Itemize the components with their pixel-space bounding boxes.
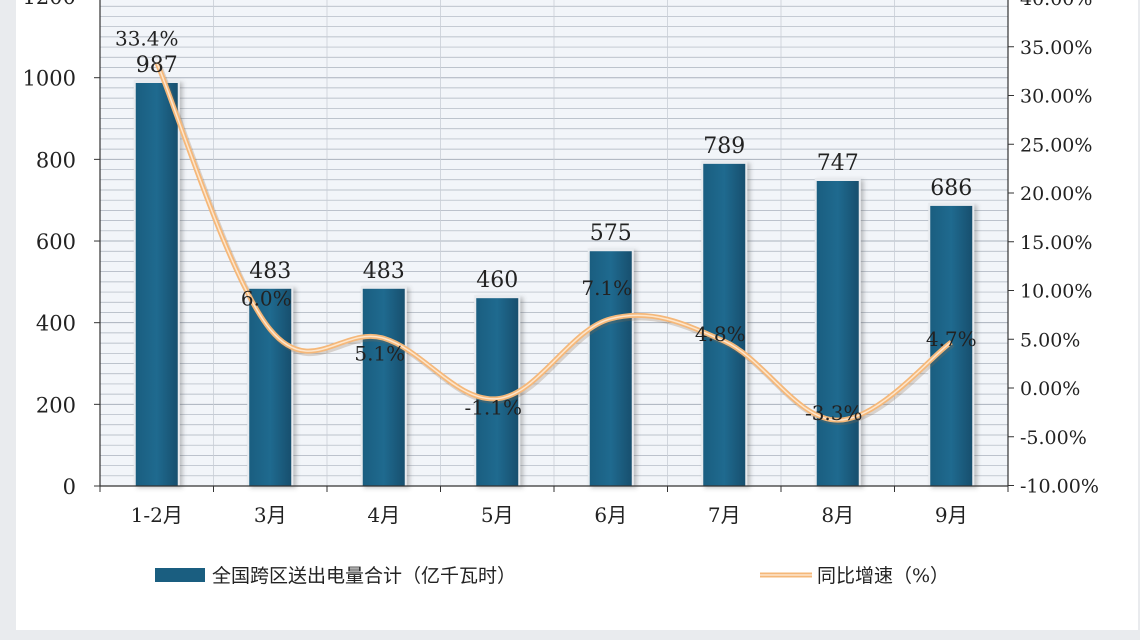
x-tick-label: 9月 xyxy=(935,503,968,527)
growth-value-label: 7.1% xyxy=(581,276,632,300)
bar-value-label: 987 xyxy=(136,53,178,78)
x-tick-label: 7月 xyxy=(708,503,741,527)
right-tick-label: 40.00% xyxy=(1020,0,1092,10)
bar-value-label: 483 xyxy=(363,259,405,284)
right-tick-label: -10.00% xyxy=(1020,476,1099,498)
bar xyxy=(816,180,859,487)
right-tick-label: 0.00% xyxy=(1020,378,1080,400)
left-tick-label: 400 xyxy=(36,312,76,336)
growth-value-label: 4.7% xyxy=(926,327,977,351)
bar xyxy=(362,288,405,486)
x-tick-label: 6月 xyxy=(594,503,627,527)
x-tick-label: 4月 xyxy=(367,503,400,527)
bar xyxy=(930,205,973,487)
right-axis-ticks: -10.00% -5.00% 0.00% 5.00% 10.00% 15.00% 20.00… xyxy=(1020,0,1099,498)
bar-value-label: 789 xyxy=(703,134,745,159)
bar xyxy=(589,251,632,486)
x-tick-label: 1-2月 xyxy=(131,503,183,527)
bar-series xyxy=(133,80,975,487)
axes xyxy=(94,0,1014,492)
x-tick-label: 5月 xyxy=(481,503,514,527)
bar xyxy=(249,288,292,486)
growth-line-highlight xyxy=(156,62,952,421)
right-tick-label: 5.00% xyxy=(1020,329,1080,351)
right-tick-label: -5.00% xyxy=(1020,427,1087,449)
line-series xyxy=(154,61,955,426)
data-labels: 987 483 483 460 575 789 747 686 33.4% 6.0% 5.1% -1.… xyxy=(115,26,977,425)
growth-value-label: 33.4% xyxy=(115,26,179,50)
x-tick-label: 3月 xyxy=(254,503,287,527)
left-tick-label: 0 xyxy=(63,475,76,499)
growth-value-label: 4.8% xyxy=(695,322,746,346)
bar xyxy=(476,298,519,486)
right-tick-label: 25.00% xyxy=(1020,134,1092,156)
bar-value-label: 483 xyxy=(249,259,291,284)
growth-value-label: -1.1% xyxy=(464,396,522,420)
left-tick-label: 800 xyxy=(36,148,76,172)
bar xyxy=(703,163,746,486)
legend-label-bar: 全国跨区送出电量合计（亿千瓦时） xyxy=(212,565,516,587)
left-tick-label: 1000 xyxy=(23,67,76,91)
x-tick-label: 8月 xyxy=(821,503,854,527)
growth-value-label: 6.0% xyxy=(241,287,292,311)
bar-value-label: 747 xyxy=(817,151,859,176)
bar-value-label: 686 xyxy=(930,176,972,201)
right-tick-label: 30.00% xyxy=(1020,86,1092,108)
legend-swatch-bar xyxy=(155,568,205,582)
x-axis-labels: 1-2月 3月 4月 5月 6月 7月 8月 9月 xyxy=(131,503,968,527)
left-tick-label: 1200 xyxy=(23,0,76,9)
left-tick-label: 200 xyxy=(36,393,76,417)
bar-value-label: 575 xyxy=(590,221,632,246)
right-tick-label: 15.00% xyxy=(1020,232,1092,254)
left-axis-ticks: 0 200 400 600 800 1000 1200 xyxy=(23,0,76,499)
right-tick-label: 20.00% xyxy=(1020,183,1092,205)
growth-value-label: -3.3% xyxy=(805,401,863,425)
legend-label-line: 同比增速（%） xyxy=(817,565,949,587)
left-tick-label: 600 xyxy=(36,230,76,254)
bar-value-label: 460 xyxy=(476,268,518,293)
growth-value-label: 5.1% xyxy=(354,341,405,365)
bar xyxy=(135,83,178,486)
right-tick-label: 35.00% xyxy=(1020,37,1092,59)
legend: 全国跨区送出电量合计（亿千瓦时） 同比增速（%） xyxy=(155,565,949,587)
right-tick-label: 10.00% xyxy=(1020,281,1092,303)
